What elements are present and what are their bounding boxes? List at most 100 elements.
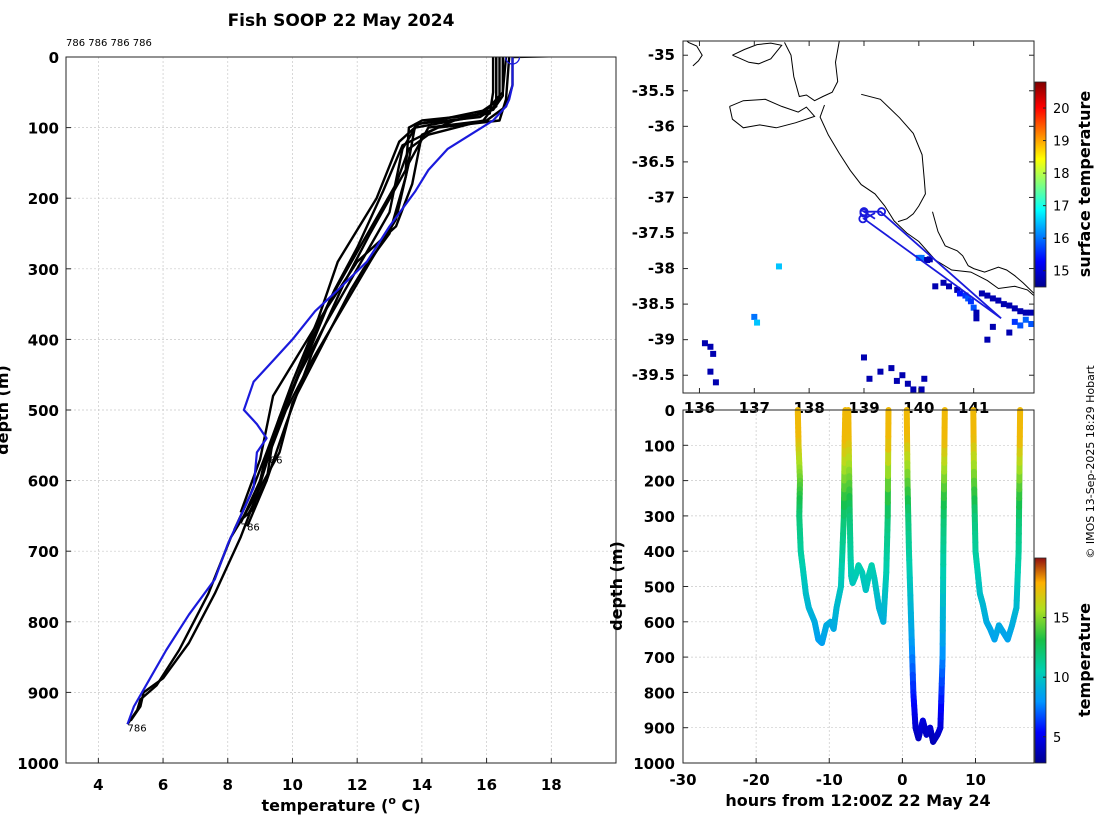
profile-y-tick-label: 700 — [28, 543, 59, 561]
profile-x-label-sup: o — [388, 794, 396, 807]
sst-colorbar-tick-label: 17 — [1053, 200, 1070, 215]
profile-y-tick-label: 800 — [28, 614, 59, 632]
profile-annotations: 786 786 786 — [127, 455, 282, 734]
profile-y-tick-label: 0 — [49, 49, 59, 67]
profile-y-tick-label: 200 — [28, 190, 59, 208]
map-lat-tick-label: -36 — [648, 117, 675, 135]
profile-grid — [66, 56, 616, 764]
profile-annotation: 786 — [127, 724, 146, 735]
profile-annotation: 786 — [241, 522, 260, 533]
depth-time-x-tick-label: 0 — [897, 771, 907, 789]
temperature-colorbar-ticks: 5 10 15 — [1043, 612, 1070, 746]
profile-annotation: 786 — [263, 455, 282, 466]
depth-time-panel: -30 -20 -10 0 100100200300400500600700800900… — [607, 402, 1094, 810]
sst-pixel — [989, 295, 996, 302]
depth-time-y-tick-label: 500 — [644, 579, 675, 597]
sst-pixel — [775, 263, 782, 270]
profile-x-tick-label: 10 — [282, 776, 303, 794]
depth-time-traces — [794, 407, 1024, 745]
depth-time-x-tick-label: -10 — [816, 771, 843, 789]
temperature-colorbar-label: temperature — [1075, 603, 1094, 717]
depth-time-x-tick-label: -20 — [743, 771, 770, 789]
sst-pixel — [918, 386, 925, 393]
profile-top-label: 786 786 786 786 — [66, 38, 152, 49]
sst-pixel — [893, 377, 900, 384]
profile-x-label: temperature (o C) — [261, 794, 420, 815]
profile-x-tick-label: 8 — [223, 776, 233, 794]
depth-time-y-tick-label: 100 — [644, 437, 675, 455]
sst-pixel — [978, 290, 985, 297]
sst-colorbar-tick-label: 15 — [1053, 265, 1070, 280]
map-lon-tick-label: 138 — [793, 399, 824, 417]
profile-lines — [126, 57, 574, 725]
profile-x-tick-label: 18 — [541, 776, 562, 794]
map-lat-tick-label: -35.5 — [632, 82, 675, 100]
sst-pixel — [973, 309, 980, 316]
depth-time-x-tick-label: -30 — [669, 771, 696, 789]
sst-pixel — [973, 315, 980, 322]
profile-y-tick-label: 500 — [28, 402, 59, 420]
temperature-colorbar-tick-label: 15 — [1053, 612, 1070, 627]
depth-time-y-tick-label: 900 — [644, 720, 675, 738]
depth-time-y-tick-label: 700 — [644, 649, 675, 667]
sst-pixel — [967, 298, 974, 305]
profile-top-labels: 786 786 786 786 — [66, 38, 152, 49]
sst-pixel — [1022, 316, 1029, 323]
depth-time-y-tick-label: 400 — [644, 543, 675, 561]
profile-x-tick-label: 14 — [411, 776, 432, 794]
sst-pixel — [1006, 302, 1013, 309]
sst-pixel — [710, 350, 717, 357]
map-lat-tick-label: -38 — [648, 260, 675, 278]
cast-location-marker — [877, 207, 887, 217]
map-lon-tick-label: 140 — [903, 399, 934, 417]
sst-pixel — [956, 290, 963, 297]
sst-pixel — [932, 283, 939, 290]
sst-pixel — [926, 256, 933, 263]
depth-time-y-tick-label: 0 — [665, 402, 675, 420]
latest-cast-marker — [504, 57, 521, 65]
depth-time-y-tick-label: 800 — [644, 684, 675, 702]
sst-colorbar-tick-label: 18 — [1053, 167, 1070, 182]
sst-pixel — [1017, 308, 1024, 315]
map-lat-tick-label: -39 — [648, 331, 675, 349]
profile-y-tick-label: 300 — [28, 261, 59, 279]
sst-pixel — [940, 279, 947, 286]
profile-x-tick-label: 12 — [347, 776, 368, 794]
profile-y-tick-label: 900 — [28, 684, 59, 702]
profile-ticks: 4 6 8 10 12 14 16 18 0 100 200 300 400 500 600 700 800 90… — [17, 49, 561, 794]
profile-cast-8 — [129, 57, 514, 722]
map-lat-tick-label: -37 — [648, 188, 675, 206]
map-lat-tick-label: -36.5 — [632, 153, 675, 171]
map-background — [683, 41, 1034, 393]
profile-y-label: depth (m) — [0, 365, 12, 455]
map-lon-tick-label: 136 — [684, 399, 715, 417]
sst-pixel — [904, 380, 911, 387]
sst-pixel — [995, 297, 1002, 304]
sst-colorbar-tick-label: 20 — [1053, 102, 1070, 117]
profile-latest-cast — [126, 57, 514, 725]
cast-location-marker — [859, 208, 869, 218]
sst-pixel — [877, 368, 884, 375]
map-lat-tick-label: -35 — [648, 46, 675, 64]
map-panel: -35 -35.5 -36 -36.5 -37 -37.5 -38 -38.5 -39 -39.5… — [632, 40, 1094, 417]
sst-pixel — [707, 343, 714, 350]
sst-pixel — [921, 375, 928, 382]
coastline — [686, 41, 703, 67]
profile-x-tick-label: 16 — [476, 776, 497, 794]
sst-pixel — [1022, 309, 1029, 316]
coastline — [732, 42, 783, 65]
profile-cast-3 — [233, 57, 508, 531]
sst-pixel — [754, 319, 761, 326]
sst-pixel — [945, 283, 952, 290]
profile-y-tick-label: 600 — [28, 473, 59, 491]
sst-pixel — [701, 340, 708, 347]
sst-colorbar-tick-label: 16 — [1053, 232, 1070, 247]
sst-pixel — [866, 375, 873, 382]
profile-cast-6 — [246, 57, 511, 527]
depth-time-y-tick-label: 1000 — [633, 755, 675, 773]
coastline — [861, 93, 926, 223]
map-data — [686, 41, 1034, 393]
depth-time-x-tick-label: 10 — [965, 771, 986, 789]
temperature-colorbar-tick-label: 10 — [1053, 671, 1070, 686]
